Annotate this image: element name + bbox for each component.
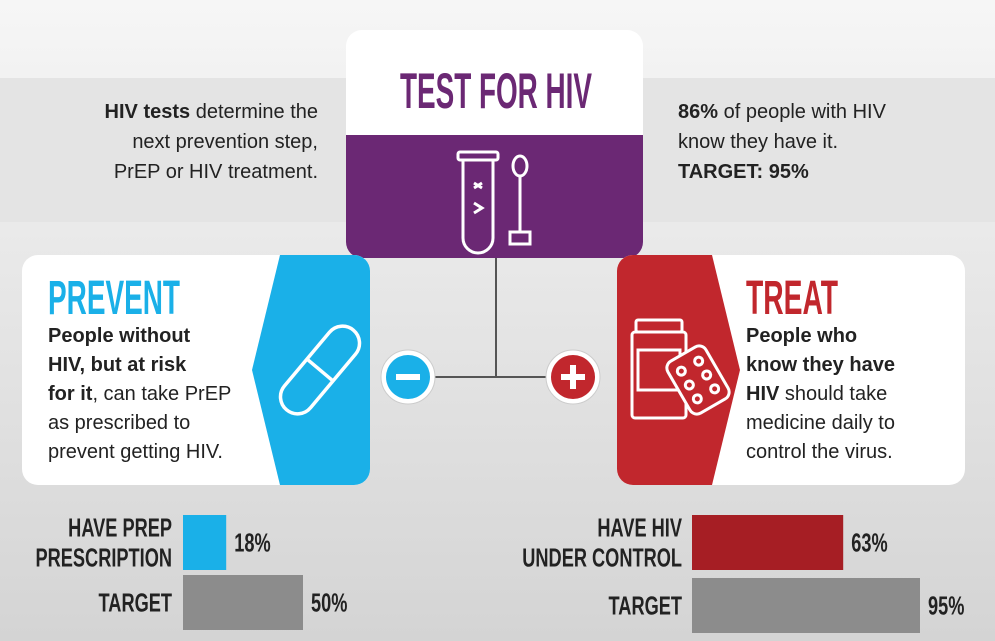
text-segment: know they have it.	[678, 131, 838, 153]
text-line: HIV should take	[746, 383, 887, 405]
text-segment: HIV	[746, 383, 780, 405]
text-segment: HIV tests	[105, 101, 191, 123]
plus-symbol	[545, 349, 601, 405]
text-line: as prescribed to	[48, 412, 190, 434]
text-segment: for it	[48, 383, 93, 405]
bar-label: TARGET	[99, 588, 173, 617]
bar-label: HAVE PREP	[68, 513, 172, 542]
bar-label-group: TARGET	[609, 591, 683, 620]
text-line: prevent getting HIV.	[48, 441, 223, 463]
value-label: 63%	[851, 528, 887, 557]
bar-label-group: UNDER CONTROL	[522, 543, 682, 572]
text-line: People without	[48, 325, 191, 347]
bar-label: HAVE HIV	[597, 513, 682, 542]
bar-label: TARGET	[609, 591, 683, 620]
text-line: know they have	[746, 354, 895, 376]
text-segment: as prescribed to	[48, 412, 190, 434]
text-segment: HIV, but at risk	[48, 354, 187, 376]
value-label: 50%	[311, 588, 347, 617]
bar	[692, 515, 844, 570]
value-label-group: 50%	[311, 588, 347, 617]
bar-label-group: HAVE HIV	[597, 513, 682, 542]
section-title: TREAT	[746, 272, 838, 325]
text-line: TARGET: 95%	[678, 161, 809, 183]
value-label: 95%	[928, 591, 964, 620]
value-label-group: 18%	[234, 528, 270, 557]
text-segment: , can take PrEP	[92, 383, 231, 405]
minus-symbol	[380, 349, 436, 405]
text-line: PrEP or HIV treatment.	[114, 161, 318, 183]
title: TEST FOR HIV	[400, 63, 592, 119]
bar	[183, 515, 227, 570]
text-line: control the virus.	[746, 441, 893, 463]
text-segment: know they have	[746, 354, 895, 376]
bar-label: UNDER CONTROL	[522, 543, 682, 572]
value-label-group: 63%	[851, 528, 887, 557]
text-segment: next prevention step,	[132, 131, 318, 153]
text-line: HIV tests determine the	[105, 101, 318, 123]
bar-label-group: TARGET	[99, 588, 173, 617]
bar	[692, 578, 920, 633]
pill-icon	[278, 324, 362, 416]
text-segment: of people with HIV	[718, 101, 887, 123]
text-line: know they have it.	[678, 131, 838, 153]
value-label-group: 95%	[928, 591, 964, 620]
prevent-card	[22, 255, 370, 485]
bar	[183, 575, 303, 630]
text-line: 86% of people with HIV	[678, 101, 887, 123]
text-segment: People who	[746, 325, 857, 347]
text-segment: 86%	[678, 101, 718, 123]
text-segment: PrEP or HIV treatment.	[114, 161, 318, 183]
bar-label-group: HAVE PREP	[68, 513, 172, 542]
value-label: 18%	[234, 528, 270, 557]
text-segment: control the virus.	[746, 441, 893, 463]
test-icon	[456, 150, 532, 255]
section-title: PREVENT	[48, 272, 180, 325]
text-line: for it, can take PrEP	[48, 383, 231, 405]
text-line: next prevention step,	[132, 131, 318, 153]
medicine-icon	[630, 318, 731, 420]
bar-label-group: PRESCRIPTION	[35, 543, 172, 572]
text-segment: People without	[48, 325, 191, 347]
texts: HIV tests determine the next prevention s…	[35, 63, 964, 633]
text-line: HIV, but at risk	[48, 354, 187, 376]
text-segment: medicine daily to	[746, 412, 895, 434]
text-line: medicine daily to	[746, 412, 895, 434]
bar-label: PRESCRIPTION	[35, 543, 172, 572]
text-segment: TARGET: 95%	[678, 161, 809, 183]
text-segment: should take	[779, 383, 887, 405]
text-line: People who	[746, 325, 857, 347]
text-segment: prevent getting HIV.	[48, 441, 223, 463]
connectors	[430, 258, 550, 378]
text-segment: determine the	[190, 101, 318, 123]
